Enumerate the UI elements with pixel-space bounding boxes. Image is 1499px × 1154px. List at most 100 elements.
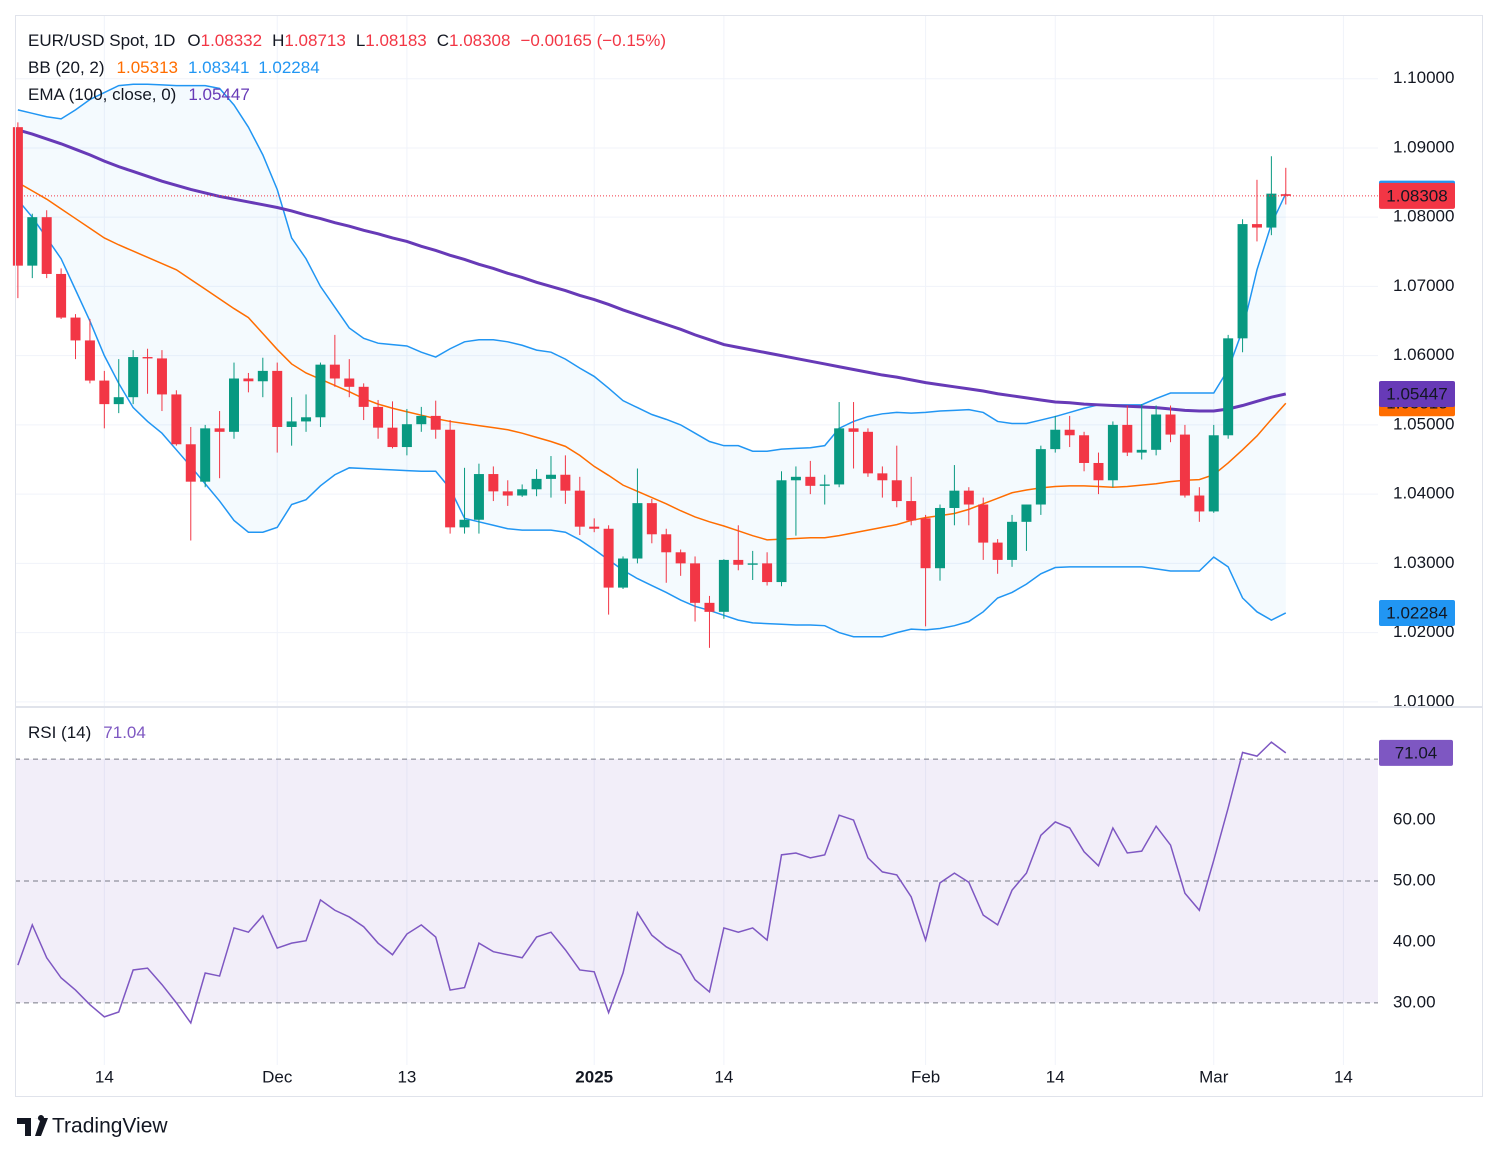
symbol-title: EUR/USD Spot, 1D	[28, 31, 175, 50]
logo-mark	[17, 1115, 48, 1136]
candle-body	[41, 217, 52, 274]
candle-body	[1280, 194, 1291, 196]
candle-body	[502, 491, 513, 496]
candle-body	[185, 444, 196, 482]
ohlc-label: H	[272, 31, 284, 50]
candle-body	[416, 415, 427, 425]
x-tick-label: 2025	[575, 1067, 613, 1086]
candle-body	[84, 340, 95, 381]
candle-body	[401, 424, 412, 448]
candle-body	[632, 503, 643, 559]
x-tick-label: Dec	[262, 1067, 293, 1086]
candle-body	[834, 428, 845, 485]
x-tick-label: 14	[1046, 1067, 1065, 1086]
y-tick-label: 40.00	[1393, 931, 1436, 950]
candle-body	[1050, 429, 1061, 450]
candle-body	[1093, 462, 1104, 481]
candle-body	[128, 357, 139, 398]
candle-body	[459, 519, 470, 528]
price-tag-label: 1.05447	[1386, 384, 1447, 403]
y-tick-label: 1.05000	[1393, 414, 1454, 433]
indicator-line	[17, 128, 1287, 413]
candle-body	[1136, 449, 1147, 453]
y-tick-label: 1.10000	[1393, 68, 1454, 87]
candle-body	[1021, 504, 1032, 522]
candle-body	[690, 563, 701, 603]
candle-body	[1208, 435, 1219, 512]
candle-body	[1007, 521, 1018, 560]
candle-body	[906, 501, 917, 521]
y-tick-label: 50.00	[1393, 871, 1436, 890]
plot-layer: 14 Dec 13 2025 14 Feb 14 Mar 14 1.10000 1.09000 1.0…	[12, 15, 1455, 1086]
indicator-name: EMA (100, close, 0)	[28, 85, 176, 104]
candle-body	[1237, 224, 1248, 339]
candle-body	[963, 490, 974, 505]
candle-body	[12, 127, 23, 266]
candle-body	[1165, 414, 1176, 435]
header: EUR/USD Spot, 1D O1.08332 H1.08713 L1.08183…	[28, 31, 666, 50]
rsi-line	[17, 741, 1287, 1025]
candle-body	[156, 358, 167, 395]
candle-body	[315, 364, 326, 418]
candle-body	[934, 507, 945, 569]
change: −0.00165 (−0.15%)	[520, 31, 666, 50]
y-tick-label: 1.04000	[1393, 484, 1454, 503]
candle-body	[373, 406, 384, 428]
candle-body	[877, 473, 888, 481]
ohlc-value: 1.08713	[284, 31, 345, 50]
candle-body	[99, 380, 110, 405]
candle-body	[819, 484, 830, 486]
candle-body	[574, 490, 585, 527]
indicator-line	[17, 83, 1287, 452]
candle-body	[329, 364, 340, 379]
candle-body	[142, 357, 153, 359]
candle-body	[1107, 424, 1118, 481]
legend-value: 1.05447	[188, 85, 249, 104]
x-tick-label: 14	[1334, 1067, 1353, 1086]
legend-value: 71.04	[103, 723, 146, 742]
candle-body	[1223, 338, 1234, 436]
candle-body	[733, 559, 744, 565]
legend-value: 1.08341	[188, 58, 249, 77]
candle-body	[762, 563, 773, 583]
candle-body	[214, 428, 225, 432]
x-tick-label: 14	[95, 1067, 114, 1086]
value-tag-label: 71.04	[1395, 743, 1438, 762]
candle-body	[603, 528, 614, 588]
value-tag	[1379, 739, 1453, 766]
candle-body	[344, 378, 355, 387]
candle-body	[675, 552, 686, 564]
candle-body	[920, 518, 931, 569]
indicator-name: RSI (14)	[28, 723, 91, 742]
candle-body	[430, 415, 441, 430]
brand-logo: TradingView	[17, 1115, 168, 1138]
price-tag	[1379, 599, 1455, 626]
candle-body	[517, 489, 528, 496]
y-tick-label: 1.09000	[1393, 137, 1454, 156]
frame	[15, 15, 1483, 1097]
price-tag	[1379, 182, 1455, 209]
candle-body	[560, 474, 571, 491]
ohlc-label: C	[437, 31, 449, 50]
candle-body	[56, 273, 67, 318]
candle-body	[301, 417, 312, 422]
indicator-line	[17, 181, 1287, 541]
ohlc-label: O	[187, 31, 200, 50]
candle-body	[1179, 434, 1190, 496]
y-tick-label: 1.08000	[1393, 207, 1454, 226]
candle-body	[229, 378, 240, 432]
x-tick-label: Feb	[911, 1067, 940, 1086]
price-tag-label: 1.08308	[1386, 186, 1447, 205]
y-tick-label: 60.00	[1393, 810, 1436, 829]
ema-legend: EMA (100, close, 0) 1.05447	[28, 85, 250, 104]
candle-body	[949, 490, 960, 508]
candle-body	[776, 480, 787, 583]
candle-body	[1251, 224, 1262, 228]
brand-name: TradingView	[52, 1115, 168, 1138]
candle-body	[661, 534, 672, 553]
candle-body	[618, 558, 629, 588]
x-tick-label: 14	[714, 1067, 733, 1086]
candle-body	[891, 480, 902, 502]
